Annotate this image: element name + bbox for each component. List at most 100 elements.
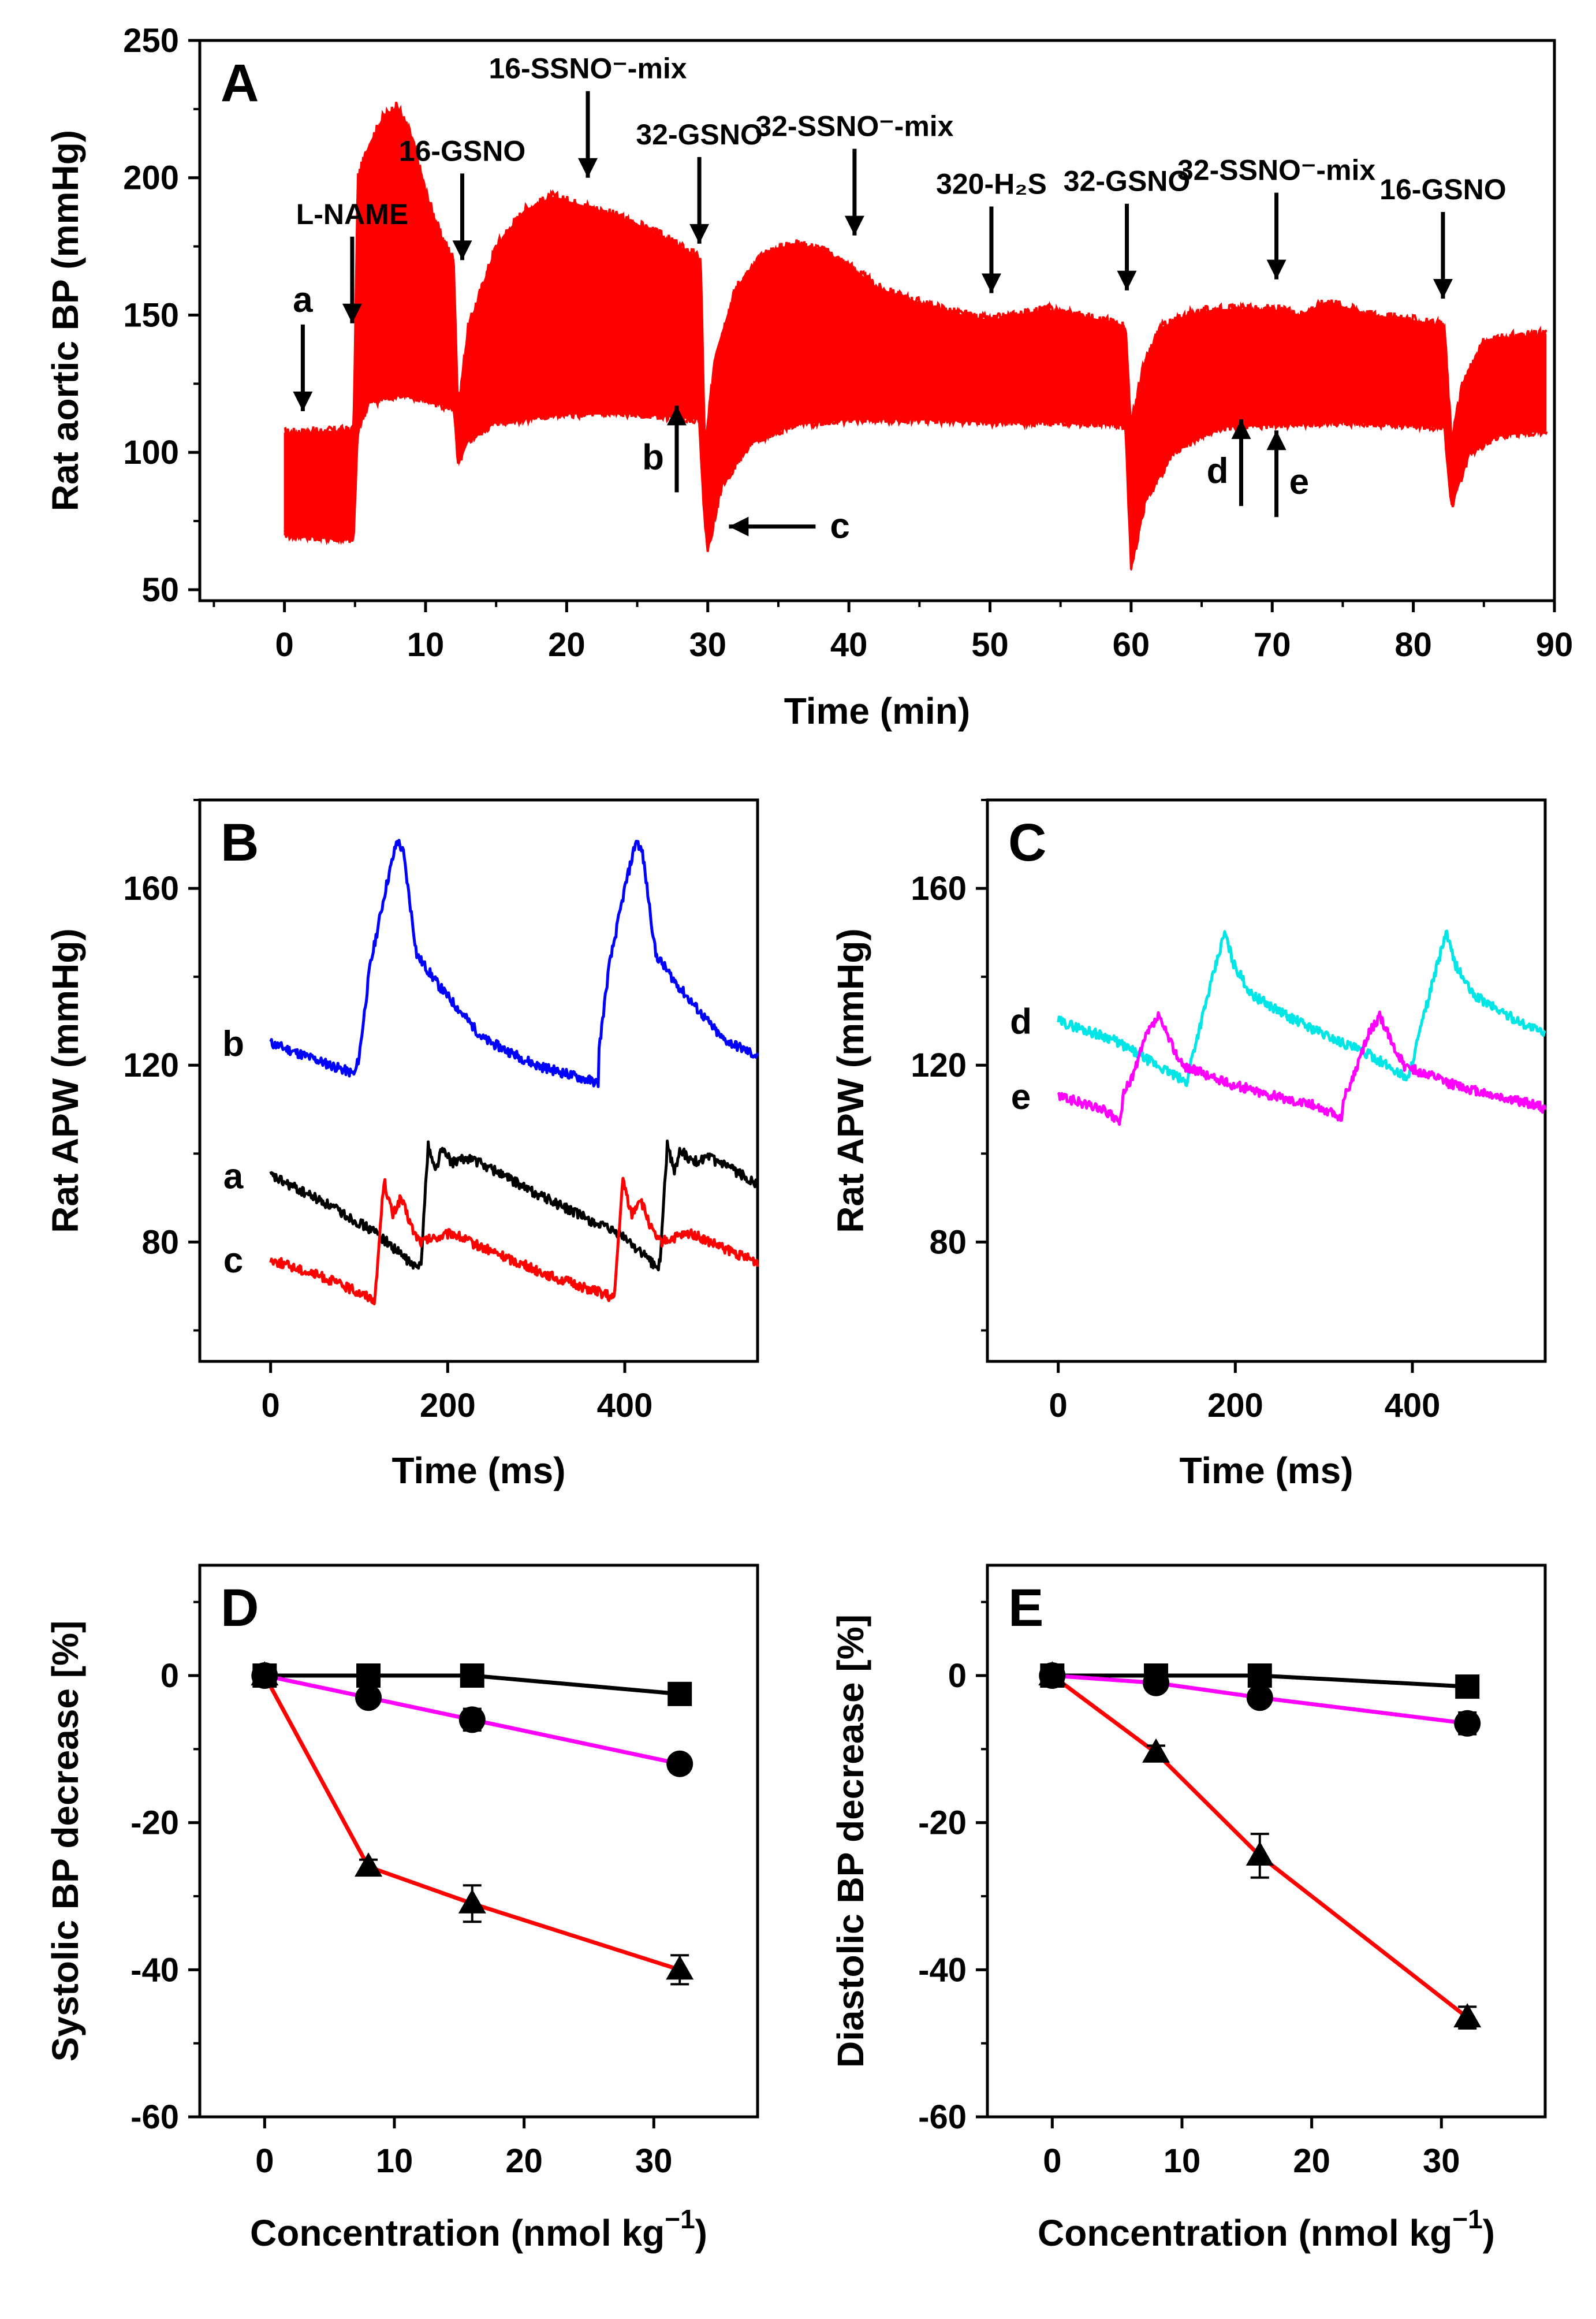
y-axis-label: Diastolic BP decrease [%] <box>830 1614 871 2068</box>
x-tick-label: 10 <box>407 626 445 664</box>
x-tick-label: 80 <box>1394 626 1432 664</box>
annotation-16-gsno-label: 16-GSNO <box>1379 173 1506 206</box>
x-axis-label: Time (ms) <box>1179 1450 1353 1491</box>
annotation-16-gsno-arrow-head <box>452 240 472 260</box>
panel-label: D <box>221 1579 259 1637</box>
annotation-c-label: c <box>830 507 849 546</box>
data-point-square <box>460 1663 484 1688</box>
waveform-e <box>1057 1010 1547 1126</box>
annotation-16-ssno-mix-label: 16-SSNO⁻-mix <box>489 53 687 85</box>
annotation-32-ssno-mix-arrow-head <box>844 215 864 236</box>
y-tick-label: -20 <box>918 1804 967 1842</box>
annotation-c-arrow-head <box>729 516 749 537</box>
plot-frame <box>986 798 1547 1363</box>
y-tick-label: 100 <box>123 434 179 471</box>
x-tick-label: 30 <box>689 626 726 664</box>
data-point-circle <box>1143 1669 1170 1696</box>
x-tick-label: 30 <box>635 2142 673 2180</box>
y-tick-label: 160 <box>911 870 967 907</box>
data-point-triangle <box>1038 1661 1067 1685</box>
annotation-32-gsno-arrow-head <box>1117 270 1137 291</box>
x-tick-label: 0 <box>1043 2142 1061 2180</box>
y-tick-label: 0 <box>161 1657 179 1695</box>
y-axis-label: Rat APW (mmHg) <box>830 928 871 1233</box>
x-tick-label: 50 <box>971 626 1009 664</box>
x-axis-label: Time (min) <box>784 690 970 732</box>
annotation-e-label: e <box>1289 462 1309 502</box>
x-tick-label: 30 <box>1423 2142 1460 2180</box>
panel-b: 0 200 400 80 120 160 Time (ms) Rat APW (mmHg) Bb… <box>44 798 759 1491</box>
annotation-b-arrow-head <box>666 405 687 426</box>
trace-label-d: d <box>1010 1002 1032 1042</box>
trace-label-b: b <box>222 1024 244 1064</box>
y-axis-label: Systolic BP decrease [%] <box>44 1621 86 2062</box>
series-line-circles <box>1052 1673 1468 1726</box>
data-point-triangle <box>1453 2003 1482 2028</box>
panel-e: 0 10 20 30 -60 -40 -20 0 Concentration (nmol kg−… <box>830 1564 1547 2254</box>
x-tick-label: 400 <box>1385 1387 1441 1424</box>
series-line-triangles <box>263 1674 681 1972</box>
x-axis-label: Concentration (nmol kg−1) <box>1038 2204 1495 2254</box>
data-point-circle <box>458 1706 486 1733</box>
x-tick-label: 10 <box>376 2142 413 2180</box>
x-tick-label: 400 <box>597 1387 653 1424</box>
y-tick-label: 150 <box>123 296 179 334</box>
plot-frame <box>198 798 759 1363</box>
x-tick-label: 0 <box>275 626 293 664</box>
x-tick-label: 60 <box>1113 626 1150 664</box>
y-tick-label: 160 <box>123 870 179 907</box>
annotation-32-ssno-mix-label: 32-SSNO⁻-mix <box>1177 154 1375 187</box>
data-point-circle <box>355 1684 382 1711</box>
annotation-d-arrow-head <box>1231 419 1251 440</box>
series-line-triangles <box>1051 1674 1469 2019</box>
waveform-b <box>269 839 759 1088</box>
x-tick-label: 40 <box>830 626 868 664</box>
y-tick-label: 120 <box>123 1047 179 1084</box>
panel-label: C <box>1008 813 1046 872</box>
y-tick-label: -40 <box>130 1951 179 1989</box>
series-line-squares <box>1052 1673 1468 1689</box>
annotation-32-gsno-label: 32-GSNO <box>1064 165 1191 198</box>
annotation-b-label: b <box>642 437 664 477</box>
x-tick-label: 0 <box>255 2142 274 2180</box>
data-point-triangle <box>251 1661 279 1685</box>
plot-frame <box>986 1564 1547 2119</box>
x-tick-label: 0 <box>262 1387 280 1424</box>
x-axis-label-close: ) <box>1483 2212 1495 2254</box>
x-tick-label: 200 <box>1207 1387 1263 1424</box>
y-tick-label: 0 <box>948 1657 967 1695</box>
panel-label: B <box>221 813 259 872</box>
series-line-circles <box>264 1673 680 1766</box>
annotation-32-ssno-mix-arrow-head <box>1266 259 1287 280</box>
annotation-32-ssno-mix-label: 32-SSNO⁻-mix <box>755 110 953 143</box>
data-point-square <box>1455 1674 1480 1699</box>
x-axis-label-main: Concentration (nmol kg <box>1038 2212 1452 2254</box>
x-axis-label-close: ) <box>695 2212 707 2254</box>
data-point-triangle <box>355 1852 383 1877</box>
y-tick-label: -60 <box>918 2098 967 2136</box>
annotation-16-gsno-arrow-head <box>1433 278 1453 299</box>
x-tick-label: 70 <box>1254 626 1291 664</box>
trace-label-e: e <box>1011 1077 1031 1117</box>
x-axis-label: Time (ms) <box>391 1450 565 1491</box>
waveform-a <box>269 1139 759 1272</box>
y-tick-label: -40 <box>918 1951 967 1989</box>
trace-label-a: a <box>223 1157 244 1197</box>
x-tick-label: 20 <box>505 2142 543 2180</box>
x-tick-label: 90 <box>1536 626 1573 664</box>
data-point-circle <box>1454 1710 1481 1737</box>
y-axis-label: Rat APW (mmHg) <box>44 928 86 1233</box>
panel-label: A <box>221 54 259 113</box>
annotation-l-name-label: L-NAME <box>296 198 408 230</box>
data-point-triangle <box>1246 1841 1274 1866</box>
y-tick-label: -60 <box>130 2098 179 2136</box>
annotation-a-arrow-head <box>293 391 313 411</box>
panel-label: E <box>1008 1579 1043 1637</box>
waveform-d <box>1057 929 1546 1088</box>
y-axis-label: Rat aortic BP (mmHg) <box>44 130 86 511</box>
data-point-triangle <box>458 1889 486 1914</box>
panel-d: 0 10 20 30 -60 -40 -20 0 Concentration (nmol kg−… <box>44 1564 759 2254</box>
x-tick-label: 20 <box>548 626 586 664</box>
x-axis-label: Concentration (nmol kg−1) <box>250 2204 707 2254</box>
